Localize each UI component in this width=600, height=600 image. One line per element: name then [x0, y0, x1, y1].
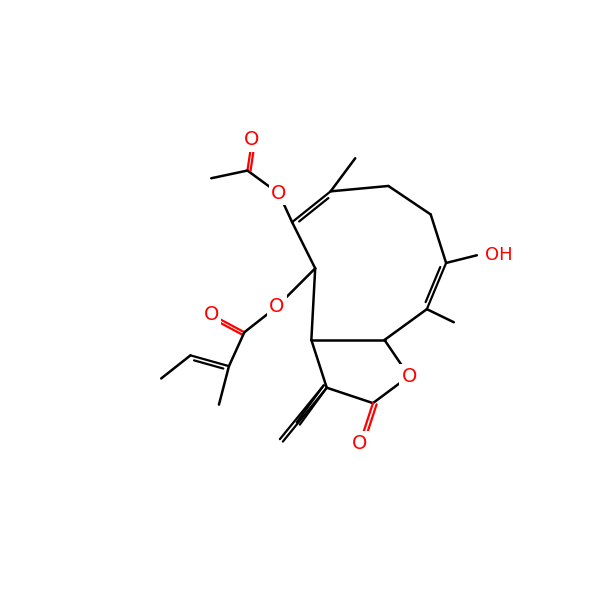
Text: O: O: [269, 298, 284, 316]
Text: OH: OH: [485, 246, 512, 264]
Text: O: O: [271, 184, 287, 203]
Text: O: O: [244, 130, 260, 149]
Text: O: O: [401, 367, 417, 386]
Text: O: O: [352, 434, 368, 452]
Text: O: O: [203, 305, 219, 324]
